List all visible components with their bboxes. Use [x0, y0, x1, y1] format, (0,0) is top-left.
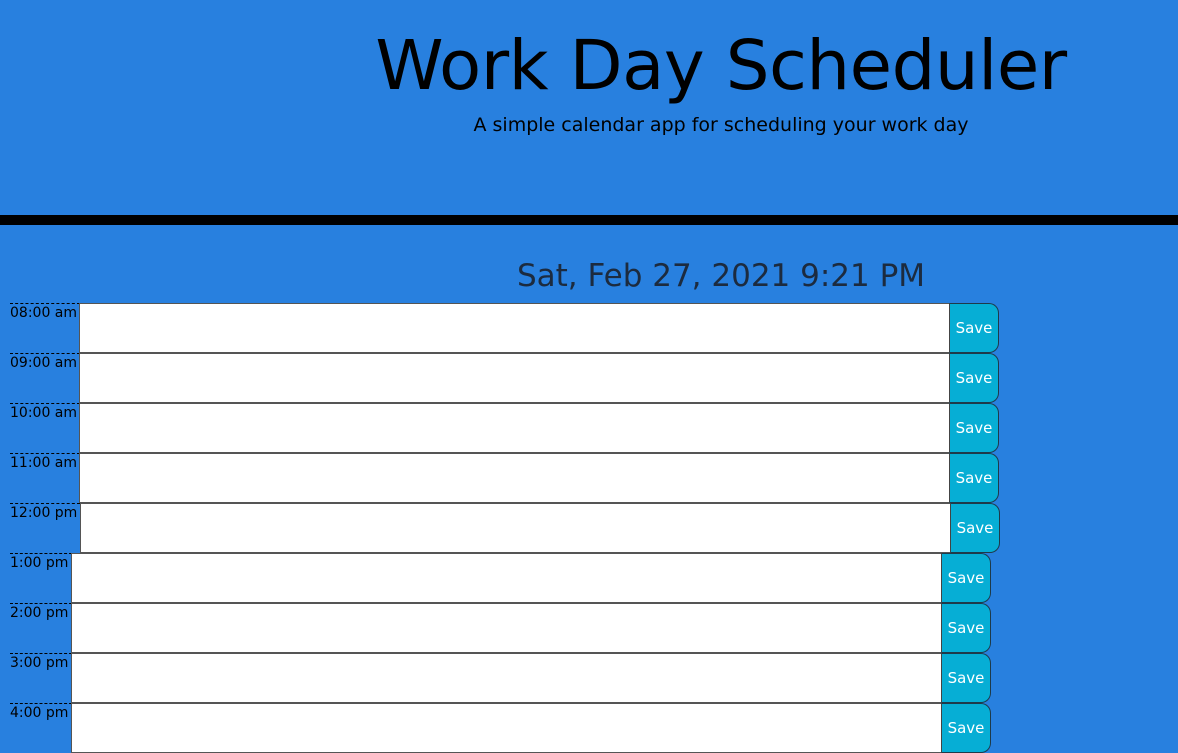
description-input[interactable] — [79, 403, 950, 453]
page-title: Work Day Scheduler — [375, 26, 1067, 106]
save-button[interactable]: Save — [949, 303, 999, 353]
hour-label: 2:00 pm — [10, 603, 72, 652]
description-input[interactable] — [79, 303, 950, 353]
description-input[interactable] — [71, 553, 942, 603]
save-button[interactable]: Save — [941, 653, 991, 703]
save-button[interactable]: Save — [949, 353, 999, 403]
current-day: Sat, Feb 27, 2021 9:21 PM — [516, 258, 926, 294]
save-button[interactable]: Save — [941, 703, 991, 753]
save-button[interactable]: Save — [949, 403, 999, 453]
save-button[interactable]: Save — [941, 553, 991, 603]
header: Work Day Scheduler A simple calendar app… — [0, 0, 1178, 215]
hour-label: 08:00 am — [10, 303, 80, 352]
description-input[interactable] — [79, 453, 950, 503]
description-input[interactable] — [71, 703, 942, 753]
save-button[interactable]: Save — [949, 453, 999, 503]
header-divider — [0, 215, 1178, 225]
description-input[interactable] — [71, 653, 942, 703]
hour-label: 1:00 pm — [10, 553, 72, 602]
hour-label: 10:00 am — [10, 403, 80, 452]
page-subtitle: A simple calendar app for scheduling you… — [473, 114, 969, 136]
description-input[interactable] — [80, 503, 951, 553]
hour-label: 3:00 pm — [10, 653, 72, 702]
hour-label: 4:00 pm — [10, 703, 72, 752]
hour-label: 09:00 am — [10, 353, 80, 402]
description-input[interactable] — [71, 603, 942, 653]
hour-label: 11:00 am — [10, 453, 80, 502]
save-button[interactable]: Save — [941, 603, 991, 653]
save-button[interactable]: Save — [950, 503, 1000, 553]
hour-label: 12:00 pm — [10, 503, 80, 552]
description-input[interactable] — [79, 353, 950, 403]
